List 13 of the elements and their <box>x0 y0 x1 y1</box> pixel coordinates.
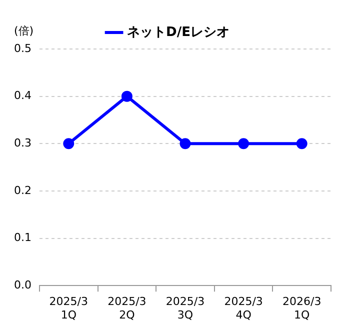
y-tick-label: 0.5 <box>14 42 32 55</box>
x-tick-label: 2025/3 2Q <box>108 295 146 322</box>
x-tick-label: 2025/3 1Q <box>49 295 88 322</box>
y-tick-label: 0.0 <box>14 278 32 292</box>
y-tick-label: 0.1 <box>14 231 32 244</box>
y-tick-label: 0.3 <box>14 136 32 150</box>
legend-label: ネットD/Eレシオ <box>127 24 230 40</box>
y-tick-label: 0.2 <box>14 184 32 197</box>
y-axis-title: (倍) <box>14 24 34 38</box>
y-tick-label: 0.4 <box>14 89 32 102</box>
x-tick-label: 2026/3 1Q <box>282 295 322 322</box>
x-tick-label: 2025/3 3Q <box>166 295 205 322</box>
x-tick-label: 2025/3 4Q <box>224 295 263 322</box>
